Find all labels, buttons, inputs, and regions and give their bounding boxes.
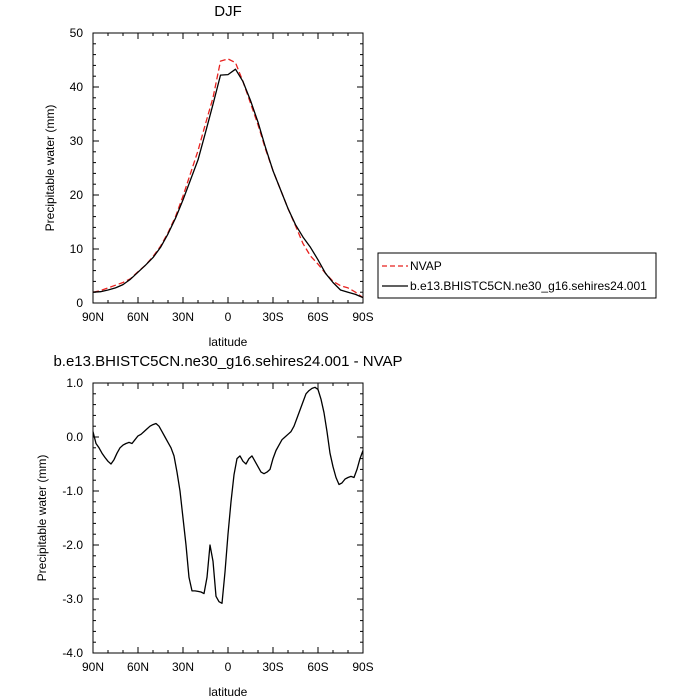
- panel-1-y-tick-label: -1.0: [62, 484, 83, 498]
- top-plot-area: 90N 60N 30N 0 30S 60S 90S 0 10 20 30 40 50: [70, 26, 374, 324]
- bottom-chart-title: b.e13.BHISTC5CN.ne30_g16.sehires24.001 -…: [53, 353, 402, 370]
- top-panel: DJF 90N 60N 30N 0 30S 60S 90S 0 10 20 30 40 50 latit…: [43, 3, 374, 349]
- panel-0-y-tick-label: 0: [76, 296, 83, 310]
- panel-0-y-tick-label: 40: [70, 80, 84, 94]
- panel-1-x-tick-label: 90N: [82, 660, 104, 674]
- panel-0-x-tick-label: 30N: [172, 310, 194, 324]
- panel-0-x-tick-label: 0: [225, 310, 232, 324]
- bottom-x-axis-label: latitude: [209, 685, 248, 699]
- panel-1-y-tick-label: 1.0: [66, 376, 83, 390]
- top-y-axis-label: Precipitable water (mm): [43, 105, 57, 232]
- panel-0-x-tick-label: 30S: [262, 310, 283, 324]
- panel-1-x-tick-label: 60N: [127, 660, 149, 674]
- top-chart-title: DJF: [214, 3, 242, 20]
- panel-0-x-tick-label: 90N: [82, 310, 104, 324]
- panel-1-x-tick-label: 30N: [172, 660, 194, 674]
- panel-0-series-1-line: [92, 68, 364, 299]
- legend: NVAP b.e13.BHISTC5CN.ne30_g16.sehires24.…: [377, 252, 657, 299]
- legend-box: [377, 252, 657, 299]
- top-x-axis-label: latitude: [209, 335, 248, 349]
- legend-label-model: b.e13.BHISTC5CN.ne30_g16.sehires24.001: [410, 279, 647, 293]
- panel-0-x-tick-label: 60N: [127, 310, 149, 324]
- panel-1-x-tick-label: 30S: [262, 660, 283, 674]
- legend-label-nvap: NVAP: [410, 259, 442, 273]
- bottom-panel: b.e13.BHISTC5CN.ne30_g16.sehires24.001 -…: [35, 353, 403, 699]
- panel-0-x-tick-label: 90S: [352, 310, 373, 324]
- panel-1-y-tick-label: 0.0: [66, 430, 83, 444]
- panel-0-y-tick-label: 50: [70, 26, 84, 40]
- panel-1-x-tick-label: 0: [225, 660, 232, 674]
- panel-1-frame: [92, 382, 364, 654]
- panel-0-x-tick-label: 60S: [307, 310, 328, 324]
- bottom-y-axis-label: Precipitable water (mm): [35, 455, 49, 582]
- panel-0-y-tick-label: 30: [70, 134, 84, 148]
- panel-0-frame: [92, 32, 364, 304]
- panel-1-y-tick-label: -2.0: [62, 538, 83, 552]
- panel-1-y-tick-label: -4.0: [62, 646, 83, 660]
- panel-1-series-0-line: [92, 386, 364, 604]
- panel-1-x-tick-label: 90S: [352, 660, 373, 674]
- panel-0-y-tick-label: 10: [70, 242, 84, 256]
- panel-1-x-tick-label: 60S: [307, 660, 328, 674]
- bottom-plot-area: 90N 60N 30N 0 30S 60S 90S -4.0 -3.0 -2.0 -1.0 0.0 1.…: [62, 376, 373, 674]
- panel-1-y-tick-label: -3.0: [62, 592, 83, 606]
- panel-0-series-0-line: [92, 58, 364, 299]
- panel-0-y-tick-label: 20: [70, 188, 84, 202]
